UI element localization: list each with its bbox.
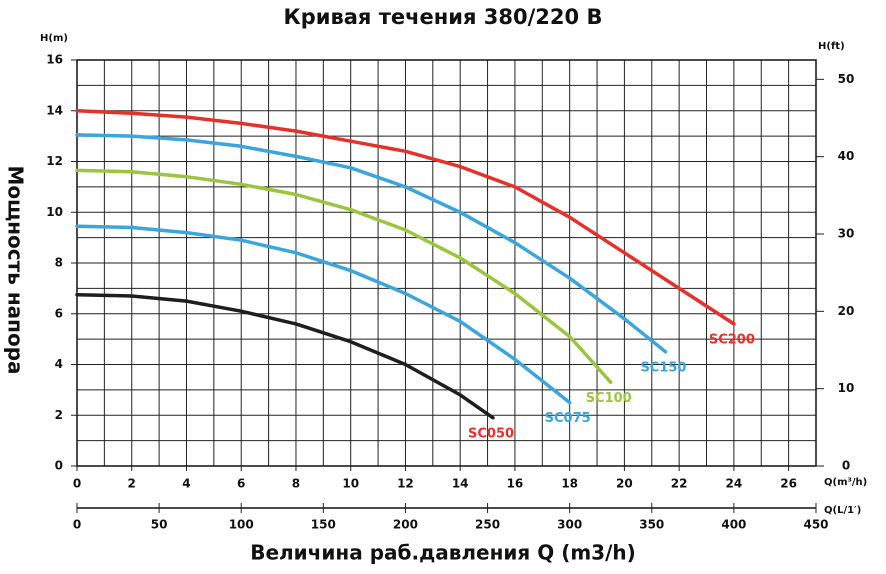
x2-tick-label: 250 xyxy=(475,518,500,532)
x-tick-label: 6 xyxy=(237,477,245,491)
y-tick-label: 14 xyxy=(46,103,63,117)
x2-tick-label: 100 xyxy=(229,518,254,532)
chart-title: Кривая течения 380/220 В xyxy=(284,5,603,29)
series-label: SC100 xyxy=(586,391,632,406)
y2-unit: H(ft) xyxy=(818,41,845,52)
curve xyxy=(75,224,572,405)
y2-tick-label: 50 xyxy=(838,72,855,86)
x2-unit: Q(L/1′) xyxy=(824,505,861,516)
x2-tick-label: 450 xyxy=(803,518,828,532)
curve xyxy=(75,133,668,354)
y-axis-title: Мощность напора xyxy=(4,165,28,374)
y-tick-label: 0 xyxy=(55,459,63,473)
x2-tick-label: 150 xyxy=(311,518,336,532)
x-tick-label: 16 xyxy=(507,477,524,491)
x-tick-label: 2 xyxy=(128,477,136,491)
x2-tick-label: 50 xyxy=(151,518,168,532)
x-tick-label: 4 xyxy=(182,477,190,491)
y-tick-label: 10 xyxy=(46,205,63,219)
curve xyxy=(75,292,495,420)
x-tick-label: 20 xyxy=(616,477,633,491)
series-label: SC200 xyxy=(709,332,755,347)
curve xyxy=(75,168,613,385)
y-tick-label: 8 xyxy=(55,256,63,270)
x2-tick-label: 400 xyxy=(721,518,746,532)
x-tick-label: 12 xyxy=(397,477,414,491)
series-label: SC150 xyxy=(640,360,686,375)
curve xyxy=(75,109,736,326)
y-tick-label: 4 xyxy=(55,357,63,371)
y-tick-label: 12 xyxy=(46,154,63,168)
x-tick-label: 10 xyxy=(342,477,359,491)
series-label: SC050 xyxy=(468,426,514,441)
x-tick-label: 8 xyxy=(292,477,300,491)
x-tick-label: 14 xyxy=(452,477,469,491)
y-unit: H(m) xyxy=(40,33,68,44)
y2-tick-label: 20 xyxy=(838,304,855,318)
x-axis-title: Величина раб.давления Q (m3/h) xyxy=(250,541,636,565)
x-tick-label: 18 xyxy=(561,477,578,491)
x2-tick-label: 350 xyxy=(639,518,664,532)
x-tick-label: 24 xyxy=(726,477,743,491)
y2-tick-label: 0 xyxy=(842,459,850,473)
x2-tick-label: 0 xyxy=(73,518,81,532)
x2-tick-label: 300 xyxy=(557,518,582,532)
y2-tick-label: 30 xyxy=(838,227,855,241)
x-tick-label: 26 xyxy=(780,477,797,491)
y2-tick-label: 40 xyxy=(838,149,855,163)
y-tick-label: 2 xyxy=(55,408,63,422)
y-tick-label: 6 xyxy=(55,306,63,320)
x-tick-label: 0 xyxy=(73,477,81,491)
y-tick-label: 16 xyxy=(46,53,63,67)
x-unit: Q(m³/h) xyxy=(824,477,867,488)
x-tick-label: 22 xyxy=(671,477,688,491)
x2-tick-label: 200 xyxy=(393,518,418,532)
y2-tick-label: 10 xyxy=(838,381,855,395)
series-label: SC075 xyxy=(545,411,591,426)
